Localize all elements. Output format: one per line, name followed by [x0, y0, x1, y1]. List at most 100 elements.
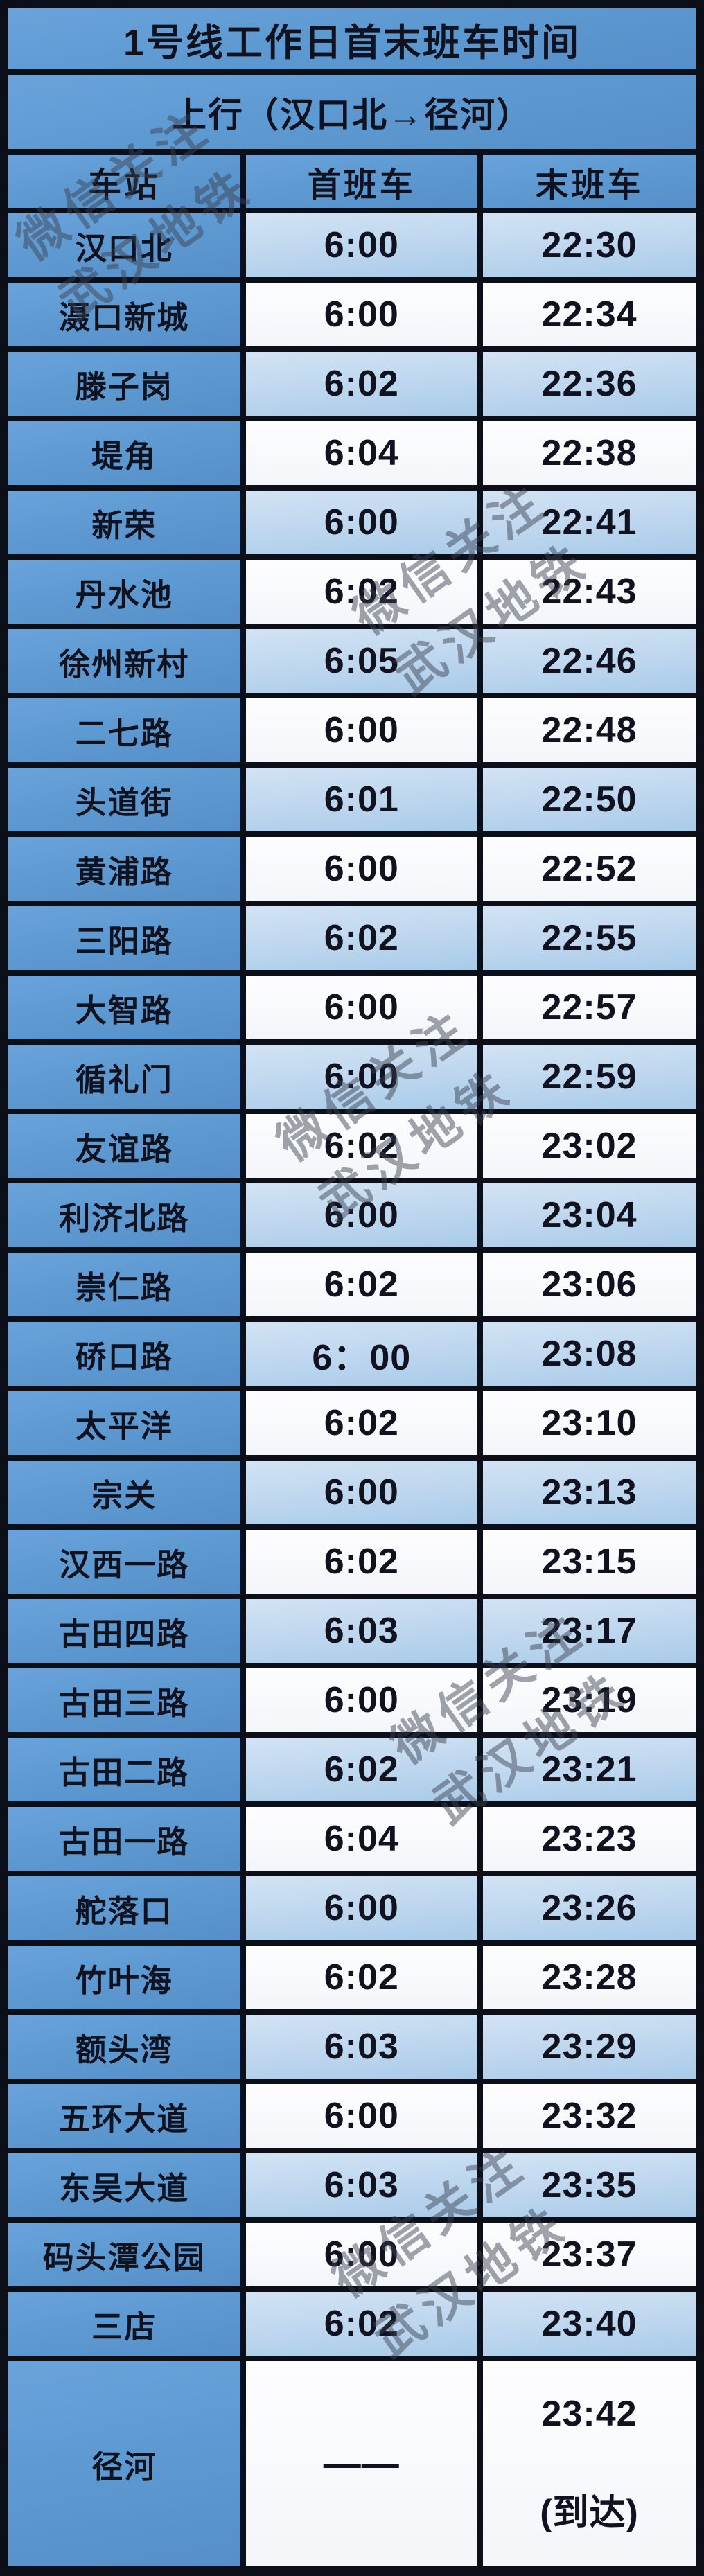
- station-cell: 古田二路: [8, 1738, 240, 1801]
- station-cell: 宗关: [8, 1461, 240, 1524]
- station-cell: 崇仁路: [8, 1253, 240, 1316]
- last-train-cell: 22:46: [483, 629, 696, 693]
- last-train-cell: 23:08: [483, 1322, 696, 1386]
- first-train-cell: 6:03: [245, 1599, 478, 1663]
- last-train-cell: 22:52: [483, 837, 696, 901]
- station-cell: 古田三路: [8, 1668, 240, 1732]
- station-cell: 太平洋: [8, 1391, 240, 1455]
- station-cell: 古田一路: [8, 1807, 240, 1871]
- first-train-cell: 6:00: [245, 976, 478, 1039]
- first-train-cell: 6:02: [245, 1738, 478, 1801]
- last-train-cell: 23:26: [483, 1876, 696, 1940]
- direction-subtitle: 上行（汉口北→径河）: [8, 75, 696, 149]
- first-train-cell: 6：00: [245, 1322, 478, 1386]
- station-cell: 汉口北: [8, 213, 240, 277]
- last-train-cell: 22:55: [483, 906, 696, 970]
- station-cell: 三阳路: [8, 906, 240, 970]
- station-cell: 古田四路: [8, 1599, 240, 1663]
- first-train-cell: 6:00: [245, 1876, 478, 1940]
- first-train-cell: 6:00: [245, 491, 478, 554]
- last-train-cell: 23:10: [483, 1391, 696, 1455]
- first-train-cell: 6:01: [245, 768, 478, 831]
- station-cell: 友谊路: [8, 1114, 240, 1178]
- last-train-cell: 22:50: [483, 768, 696, 831]
- first-train-cell: 6:02: [245, 1946, 478, 2009]
- station-cell: 东吴大道: [8, 2153, 240, 2217]
- first-train-cell: 6:00: [245, 1668, 478, 1732]
- first-train-cell: 6:00: [245, 213, 478, 277]
- last-train-cell: 23:35: [483, 2153, 696, 2217]
- first-train-cell: 6:00: [245, 1045, 478, 1109]
- column-header-first-train: 首班车: [245, 155, 478, 208]
- first-train-cell: 6:02: [245, 1391, 478, 1455]
- first-train-cell: 6:02: [245, 2292, 478, 2356]
- first-train-cell: 6:02: [245, 906, 478, 970]
- first-train-cell: 6:02: [245, 1253, 478, 1316]
- last-train-cell: 22:30: [483, 213, 696, 277]
- terminal-arrival-note: (到达): [540, 2492, 639, 2533]
- station-cell: 徐州新村: [8, 629, 240, 693]
- last-train-cell: 23:37: [483, 2223, 696, 2286]
- station-cell: 堤角: [8, 421, 240, 485]
- column-header-last-train: 末班车: [483, 155, 696, 208]
- first-train-cell: 6:04: [245, 1807, 478, 1871]
- station-cell: 丹水池: [8, 560, 240, 624]
- last-train-cell: 22:38: [483, 421, 696, 485]
- last-train-cell: 23:17: [483, 1599, 696, 1663]
- last-train-cell: 23:06: [483, 1253, 696, 1316]
- last-train-cell: 23:21: [483, 1738, 696, 1801]
- first-train-cell: 6:00: [245, 1183, 478, 1247]
- station-cell: 径河: [8, 2361, 240, 2566]
- first-train-cell: 6:00: [245, 1461, 478, 1524]
- station-cell: 滕子岗: [8, 352, 240, 416]
- station-cell: 舵落口: [8, 1876, 240, 1940]
- terminal-arrival-time: 23:42: [541, 2393, 637, 2434]
- last-train-cell: 22:57: [483, 976, 696, 1039]
- first-train-cell: 6:00: [245, 2084, 478, 2148]
- first-train-cell: 6:00: [245, 283, 478, 346]
- station-cell: 新荣: [8, 491, 240, 554]
- first-train-cell: ——: [245, 2361, 478, 2566]
- last-train-cell: 23:29: [483, 2015, 696, 2079]
- last-train-cell: 22:41: [483, 491, 696, 554]
- first-train-cell: 6:03: [245, 2153, 478, 2217]
- station-cell: 竹叶海: [8, 1946, 240, 2009]
- last-train-cell: 22:48: [483, 698, 696, 762]
- station-cell: 大智路: [8, 976, 240, 1039]
- first-train-cell: 6:00: [245, 698, 478, 762]
- last-train-cell: 23:04: [483, 1183, 696, 1247]
- first-train-cell: 6:02: [245, 560, 478, 624]
- last-train-cell: 22:59: [483, 1045, 696, 1109]
- page-title: 1号线工作日首末班车时间: [8, 8, 696, 69]
- last-train-cell: 22:36: [483, 352, 696, 416]
- last-train-cell: 22:34: [483, 283, 696, 346]
- last-train-cell: 23:23: [483, 1807, 696, 1871]
- column-header-station: 车站: [8, 155, 240, 208]
- station-cell: 黄浦路: [8, 837, 240, 901]
- last-train-cell: 23:28: [483, 1946, 696, 2009]
- station-cell: 码头潭公园: [8, 2223, 240, 2286]
- first-train-cell: 6:00: [245, 2223, 478, 2286]
- first-train-cell: 6:02: [245, 1114, 478, 1178]
- station-cell: 额头湾: [8, 2015, 240, 2079]
- last-train-cell: 23:02: [483, 1114, 696, 1178]
- last-train-cell: 23:19: [483, 1668, 696, 1732]
- station-cell: 头道街: [8, 768, 240, 831]
- station-cell: 二七路: [8, 698, 240, 762]
- last-train-cell: 23:13: [483, 1461, 696, 1524]
- last-train-cell: 22:43: [483, 560, 696, 624]
- station-cell: 利济北路: [8, 1183, 240, 1247]
- last-train-cell: 23:15: [483, 1530, 696, 1594]
- station-cell: 滠口新城: [8, 283, 240, 346]
- last-train-cell: 23:42 (到达): [483, 2361, 696, 2566]
- station-cell: 硚口路: [8, 1322, 240, 1386]
- first-train-cell: 6:02: [245, 1530, 478, 1594]
- first-train-cell: 6:02: [245, 352, 478, 416]
- first-train-cell: 6:04: [245, 421, 478, 485]
- first-train-cell: 6:00: [245, 837, 478, 901]
- station-cell: 三店: [8, 2292, 240, 2356]
- last-train-cell: 23:32: [483, 2084, 696, 2148]
- first-train-cell: 6:05: [245, 629, 478, 693]
